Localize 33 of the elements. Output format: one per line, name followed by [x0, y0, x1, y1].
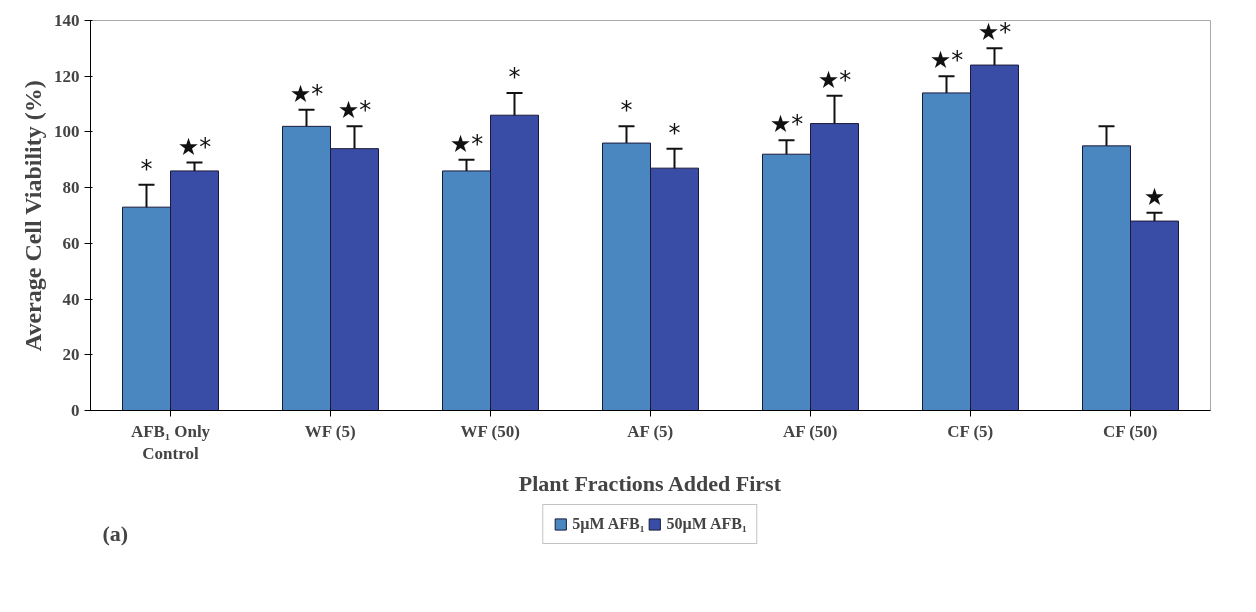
annotation: ★*	[929, 46, 964, 75]
x-tick-label: CF (5)	[947, 421, 994, 441]
annotation: ★*	[817, 65, 852, 94]
y-axis-title: Average Cell Viability (%)	[20, 80, 46, 352]
annotation: ★*	[289, 79, 324, 108]
legend-label: 5µM AFB₁	[572, 515, 645, 533]
x-tick-label: AF (5)	[627, 421, 674, 441]
x-tick-label: WF (5)	[304, 421, 356, 441]
annotation: ★*	[177, 132, 212, 161]
y-tick-label: 140	[54, 11, 80, 30]
annotation: ★*	[449, 129, 484, 158]
annotation: *	[620, 96, 633, 125]
annotation: ★*	[977, 18, 1012, 47]
y-tick-label: 40	[62, 289, 80, 309]
annotation: ★*	[769, 110, 804, 139]
y-tick-label: 80	[62, 178, 80, 198]
x-tick-label: CF (50)	[1102, 421, 1158, 441]
y-tick-label: 20	[62, 345, 80, 365]
x-axis-title: Plant Fractions Added First	[518, 471, 782, 497]
y-tick-label: 60	[62, 233, 80, 253]
y-tick-label: 100	[54, 122, 80, 142]
y-tick-label: 0	[71, 401, 80, 420]
x-tick-label: WF (50)	[460, 421, 520, 441]
annotation: ★	[1143, 182, 1166, 211]
annotation: ★*	[337, 96, 372, 125]
x-tick-label: AFB₁ Only Control	[130, 421, 211, 464]
x-tick-label: AF (50)	[782, 421, 838, 441]
text: (a)	[102, 520, 129, 546]
legend-label: 50µM AFB₁	[666, 515, 747, 533]
annotation: *	[508, 62, 521, 91]
annotation: *	[140, 154, 153, 183]
y-tick-label: 120	[54, 66, 80, 86]
annotation: *	[668, 118, 681, 147]
